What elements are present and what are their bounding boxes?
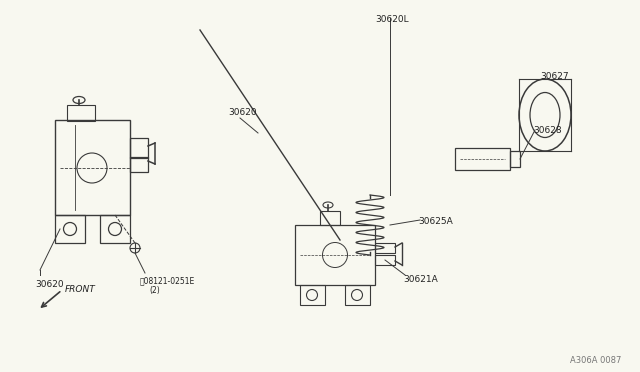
Bar (300, 285, 325, 305)
Bar (345, 285, 370, 305)
Text: 30621A: 30621A (403, 275, 438, 284)
Bar (455, 148, 510, 170)
Bar (130, 138, 148, 158)
Bar (295, 225, 375, 285)
Bar (510, 151, 520, 167)
Bar (375, 243, 395, 253)
Text: 30620: 30620 (228, 108, 257, 117)
Text: 30628: 30628 (533, 126, 562, 135)
Text: (2): (2) (149, 286, 160, 295)
Bar (130, 157, 148, 172)
Bar (55, 215, 85, 243)
Bar (55, 120, 130, 215)
Text: 30625A: 30625A (418, 217, 452, 226)
Text: FRONT: FRONT (65, 285, 96, 294)
Bar (320, 211, 340, 225)
Bar (375, 255, 395, 265)
Text: 30627: 30627 (540, 72, 568, 81)
Text: 30620: 30620 (35, 280, 63, 289)
Text: A306A 0087: A306A 0087 (570, 356, 621, 365)
Text: 08121-0251E: 08121-0251E (140, 276, 195, 285)
Bar (100, 215, 130, 243)
Text: 30620L: 30620L (375, 15, 408, 24)
Bar (67, 105, 95, 121)
